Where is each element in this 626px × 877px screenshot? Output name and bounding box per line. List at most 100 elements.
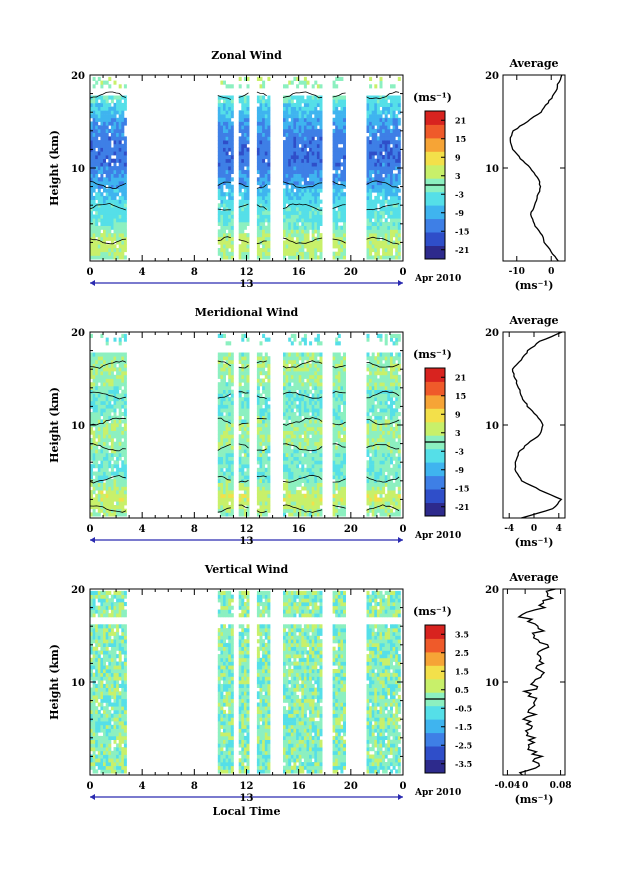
profile-line <box>513 332 563 518</box>
profile-x-tick-label: -4 <box>504 524 514 534</box>
x-tick-label: 8 <box>191 267 198 278</box>
date-axis-arrow-right <box>398 537 403 543</box>
y-axis-label: Height (km) <box>48 644 61 720</box>
colorbar-tick-label: -21 <box>455 502 469 512</box>
x-tick-label: 12 <box>240 524 254 535</box>
colorbar-tick-label: 9 <box>455 152 461 162</box>
colorbar-tick-label: -15 <box>455 226 469 236</box>
colorbar-tick-label: 1.5 <box>455 666 469 676</box>
colorbar-unit-label: (ms⁻¹) <box>413 348 452 361</box>
date-label: Apr 2010 <box>414 788 461 798</box>
colorbar-tick-label: 2.5 <box>455 648 469 658</box>
profile-x-tick-label: 0 <box>548 267 554 277</box>
y-tick-label: 20 <box>71 328 85 339</box>
heatmap-cells <box>90 334 401 517</box>
profile-y-tick-label: 10 <box>485 678 499 689</box>
profile-x-tick-label: 0 <box>522 781 528 791</box>
x-tick-label: 0 <box>87 781 94 792</box>
y-axis-label: Height (km) <box>48 387 61 463</box>
y-tick-label: 10 <box>71 421 85 432</box>
y-tick-label: 10 <box>71 678 85 689</box>
profile-x-axis-label: (ms⁻¹) <box>515 279 554 292</box>
x-tick-label: 16 <box>292 781 306 792</box>
profile-x-tick-label: 0 <box>531 524 537 534</box>
colorbar-tick-label: -9 <box>455 208 464 218</box>
profile-title: Average <box>508 314 558 327</box>
heatmap-cells <box>90 77 401 260</box>
date-axis-arrow-right <box>398 280 403 286</box>
date-center-label: 13 <box>240 793 254 804</box>
profile-y-tick-label: 20 <box>485 585 499 596</box>
y-tick-label: 20 <box>71 71 85 82</box>
colorbar-tick-label: -3 <box>455 189 464 199</box>
panel-title: Meridional Wind <box>195 306 299 319</box>
profile-y-tick-label: 10 <box>485 421 499 432</box>
colorbar-unit-label: (ms⁻¹) <box>413 91 452 104</box>
panel-2: Meridional Wind 0 4 8 12 16 20 0 20 10 Height (km)… <box>48 306 565 549</box>
colorbar-tick-label: -3 <box>455 446 464 456</box>
x-tick-label: 20 <box>344 524 358 535</box>
panel-title: Zonal Wind <box>211 49 282 62</box>
date-center-label: 13 <box>240 536 254 547</box>
profile-frame <box>503 332 565 518</box>
colorbar-tick-label: 15 <box>455 134 466 144</box>
x-tick-label: 20 <box>344 781 358 792</box>
x-tick-label: 12 <box>240 267 254 278</box>
colorbar: 3.52.51.50.5-0.5-1.5-2.5-3.5 <box>425 625 472 773</box>
profile-x-axis-label: (ms⁻¹) <box>515 793 554 806</box>
profile-line <box>519 589 556 775</box>
colorbar-tick-label: -2.5 <box>455 740 472 750</box>
y-axis-label: Height (km) <box>48 130 61 206</box>
x-tick-label: 4 <box>139 267 146 278</box>
panel-title: Vertical Wind <box>204 563 289 576</box>
date-axis-arrow-left <box>90 280 95 286</box>
colorbar-tick-label: 3.5 <box>455 629 469 639</box>
panel-3: Vertical Wind 0 4 8 12 16 20 0 20 10 Height (km) 13… <box>48 563 572 818</box>
colorbar-tick-label: 3 <box>455 171 461 181</box>
profile-y-tick-label: 20 <box>485 328 499 339</box>
profile-x-tick-label: 4 <box>556 524 562 534</box>
x-tick-label: 12 <box>240 781 254 792</box>
date-label: Apr 2010 <box>414 274 461 284</box>
x-tick-label: 20 <box>344 267 358 278</box>
y-tick-label: 10 <box>71 164 85 175</box>
profile-y-tick-label: 20 <box>485 71 499 82</box>
x-tick-label: 8 <box>191 781 198 792</box>
x-tick-label: 8 <box>191 524 198 535</box>
x-tick-label: 0 <box>400 267 407 278</box>
date-label: Apr 2010 <box>414 531 461 541</box>
colorbar-tick-label: 21 <box>455 372 466 382</box>
x-tick-label: 0 <box>400 781 407 792</box>
date-center-label: 13 <box>240 279 254 290</box>
colorbar-tick-label: -9 <box>455 465 464 475</box>
profile-x-axis-label: (ms⁻¹) <box>515 536 554 549</box>
x-tick-label: 4 <box>139 781 146 792</box>
profile-x-tick-label: -10 <box>509 267 525 277</box>
x-axis-label: Local Time <box>213 805 281 818</box>
x-tick-label: 0 <box>87 524 94 535</box>
profile-frame <box>503 75 565 261</box>
date-axis-arrow-left <box>90 794 95 800</box>
colorbar-tick-label: -0.5 <box>455 703 472 713</box>
x-tick-label: 16 <box>292 267 306 278</box>
colorbar-tick-label: -1.5 <box>455 722 472 732</box>
x-tick-label: 0 <box>400 524 407 535</box>
profile-x-tick-label: 0.08 <box>550 781 572 791</box>
average-profile: Average 20 10 -4 0 4(ms⁻¹) <box>485 314 565 549</box>
y-tick-label: 20 <box>71 585 85 596</box>
panel-1: Zonal Wind 0 4 8 12 16 20 0 20 10 Height (km) 13 Apr… <box>48 49 565 292</box>
colorbar-tick-label: 9 <box>455 409 461 419</box>
colorbar-tick-label: 0.5 <box>455 685 469 695</box>
x-tick-label: 4 <box>139 524 146 535</box>
heatmap-cells <box>90 591 401 774</box>
colorbar-unit-label: (ms⁻¹) <box>413 605 452 618</box>
x-tick-label: 16 <box>292 524 306 535</box>
x-tick-label: 0 <box>87 267 94 278</box>
colorbar-tick-label: -15 <box>455 483 469 493</box>
